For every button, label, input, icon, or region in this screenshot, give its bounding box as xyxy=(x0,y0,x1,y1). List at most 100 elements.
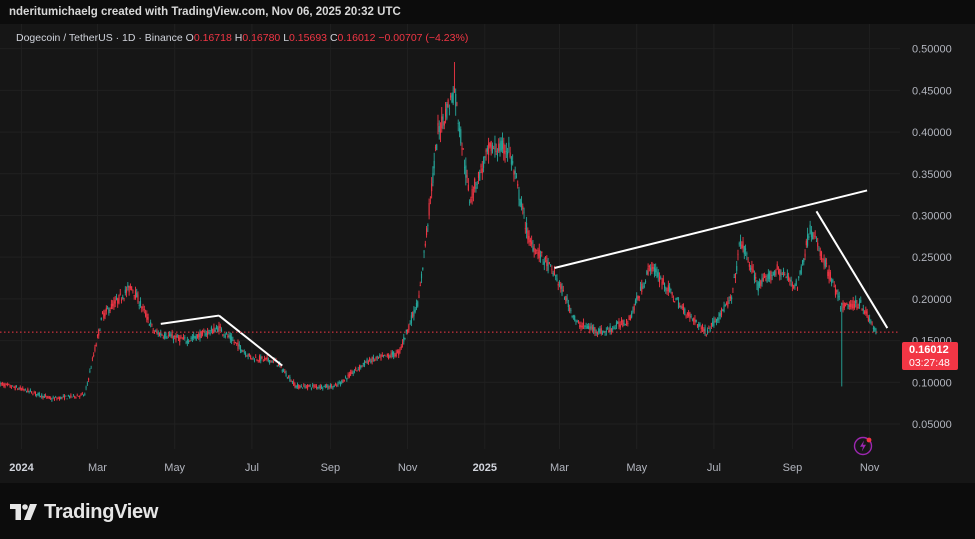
candle-body xyxy=(533,247,535,253)
candle-body xyxy=(148,324,150,326)
high-label: H xyxy=(234,32,243,44)
candle-body xyxy=(98,329,100,336)
candle-body xyxy=(751,265,753,270)
candle-body xyxy=(470,198,472,203)
candle-body xyxy=(743,245,745,255)
candle-body xyxy=(505,150,507,152)
candle-body xyxy=(651,262,653,272)
time-tick-label: May xyxy=(164,462,185,474)
candle-body xyxy=(513,170,515,175)
candle-body xyxy=(605,330,607,333)
candle-body xyxy=(761,278,763,284)
candle-body xyxy=(55,396,57,398)
candle-body xyxy=(528,235,530,243)
low-label: L xyxy=(283,32,290,44)
tradingview-logo[interactable]: TradingView xyxy=(10,500,158,524)
candle-body xyxy=(333,385,335,388)
candle-body xyxy=(782,270,785,276)
candle-body xyxy=(495,150,497,152)
candle-body xyxy=(698,324,700,328)
candle-body xyxy=(465,165,467,178)
price-axis[interactable]: 0.50000 0.45000 0.40000 0.35000 0.30000 0.250… xyxy=(912,44,952,431)
candle-body xyxy=(376,355,378,359)
candle-body xyxy=(718,313,720,320)
candle-body xyxy=(636,296,638,300)
candle-body xyxy=(203,331,205,333)
candle-body xyxy=(855,299,857,304)
candle-body xyxy=(519,199,521,206)
grid-lines xyxy=(0,24,900,449)
candle-body xyxy=(334,384,336,386)
candle-body xyxy=(674,301,676,303)
candle-body xyxy=(448,108,450,110)
candle-body xyxy=(24,388,26,390)
candle-body xyxy=(57,397,59,399)
candle-body xyxy=(584,325,586,327)
candle-body xyxy=(467,184,469,191)
time-axis[interactable]: 2024 Mar May Jul Sep Nov 2025 Mar May Jul Sep Nov xyxy=(9,462,880,474)
candle-body xyxy=(518,189,520,200)
candle-body xyxy=(591,327,593,330)
candle-body xyxy=(523,211,525,213)
candle-body xyxy=(846,302,848,305)
candle-body xyxy=(462,148,464,150)
chart-area[interactable]: 0.50000 0.45000 0.40000 0.35000 0.30000 0.250… xyxy=(0,24,975,483)
candle-body xyxy=(384,354,386,356)
candle-body xyxy=(576,321,578,323)
candle-body xyxy=(419,285,421,287)
candle-body xyxy=(310,388,312,390)
flash-icon[interactable] xyxy=(853,436,873,456)
candle-body xyxy=(566,297,568,301)
candle-body xyxy=(496,153,499,157)
candle-body xyxy=(843,302,845,309)
candle-body xyxy=(298,384,300,389)
candle-body xyxy=(145,312,147,317)
candle-body xyxy=(748,264,750,267)
candle-body xyxy=(503,143,505,154)
candlestick-chart[interactable]: 0.50000 0.45000 0.40000 0.35000 0.30000 0.250… xyxy=(0,24,975,483)
candle-body xyxy=(529,239,531,243)
open-value: 0.16718 xyxy=(193,32,232,44)
candle-body xyxy=(164,333,166,338)
candle-body xyxy=(181,338,183,340)
candle-body xyxy=(56,398,58,400)
candle-body xyxy=(623,322,625,324)
candle-body xyxy=(101,311,104,314)
candle-body xyxy=(646,271,648,275)
candle-body xyxy=(357,369,359,370)
candle-body xyxy=(594,327,596,333)
candle-body xyxy=(650,267,652,271)
candle-body xyxy=(60,396,62,399)
candle-body xyxy=(146,313,148,320)
candle-body xyxy=(524,228,526,230)
candle-body xyxy=(601,332,604,335)
candle-body xyxy=(257,360,259,362)
candle-body xyxy=(315,386,318,388)
candle-body xyxy=(488,143,490,156)
candle-body xyxy=(362,362,364,365)
candle-body xyxy=(628,315,630,320)
candle-body xyxy=(799,270,801,274)
price-tick-label: 0.30000 xyxy=(912,210,952,222)
symbol-name[interactable]: Dogecoin / TetherUS · 1D · Binance xyxy=(16,32,183,44)
candle-body xyxy=(67,395,69,397)
candle-body xyxy=(658,276,661,283)
candle-body xyxy=(234,341,236,343)
candle-body xyxy=(734,273,736,279)
trendlines[interactable] xyxy=(160,189,889,367)
candle-body xyxy=(484,156,486,158)
candle-body xyxy=(732,288,734,290)
candle-body xyxy=(838,296,840,298)
candle-body xyxy=(758,282,761,287)
candle-body xyxy=(46,396,48,398)
candle-body xyxy=(682,306,685,313)
candle-body xyxy=(386,353,388,356)
candle-body xyxy=(41,394,43,398)
candle-body xyxy=(265,357,267,360)
candle-body xyxy=(442,116,444,120)
candle-body xyxy=(772,274,774,276)
candle-body xyxy=(865,310,867,314)
candle-body xyxy=(837,293,839,299)
candle-body xyxy=(238,344,240,347)
candle-body xyxy=(33,392,35,394)
